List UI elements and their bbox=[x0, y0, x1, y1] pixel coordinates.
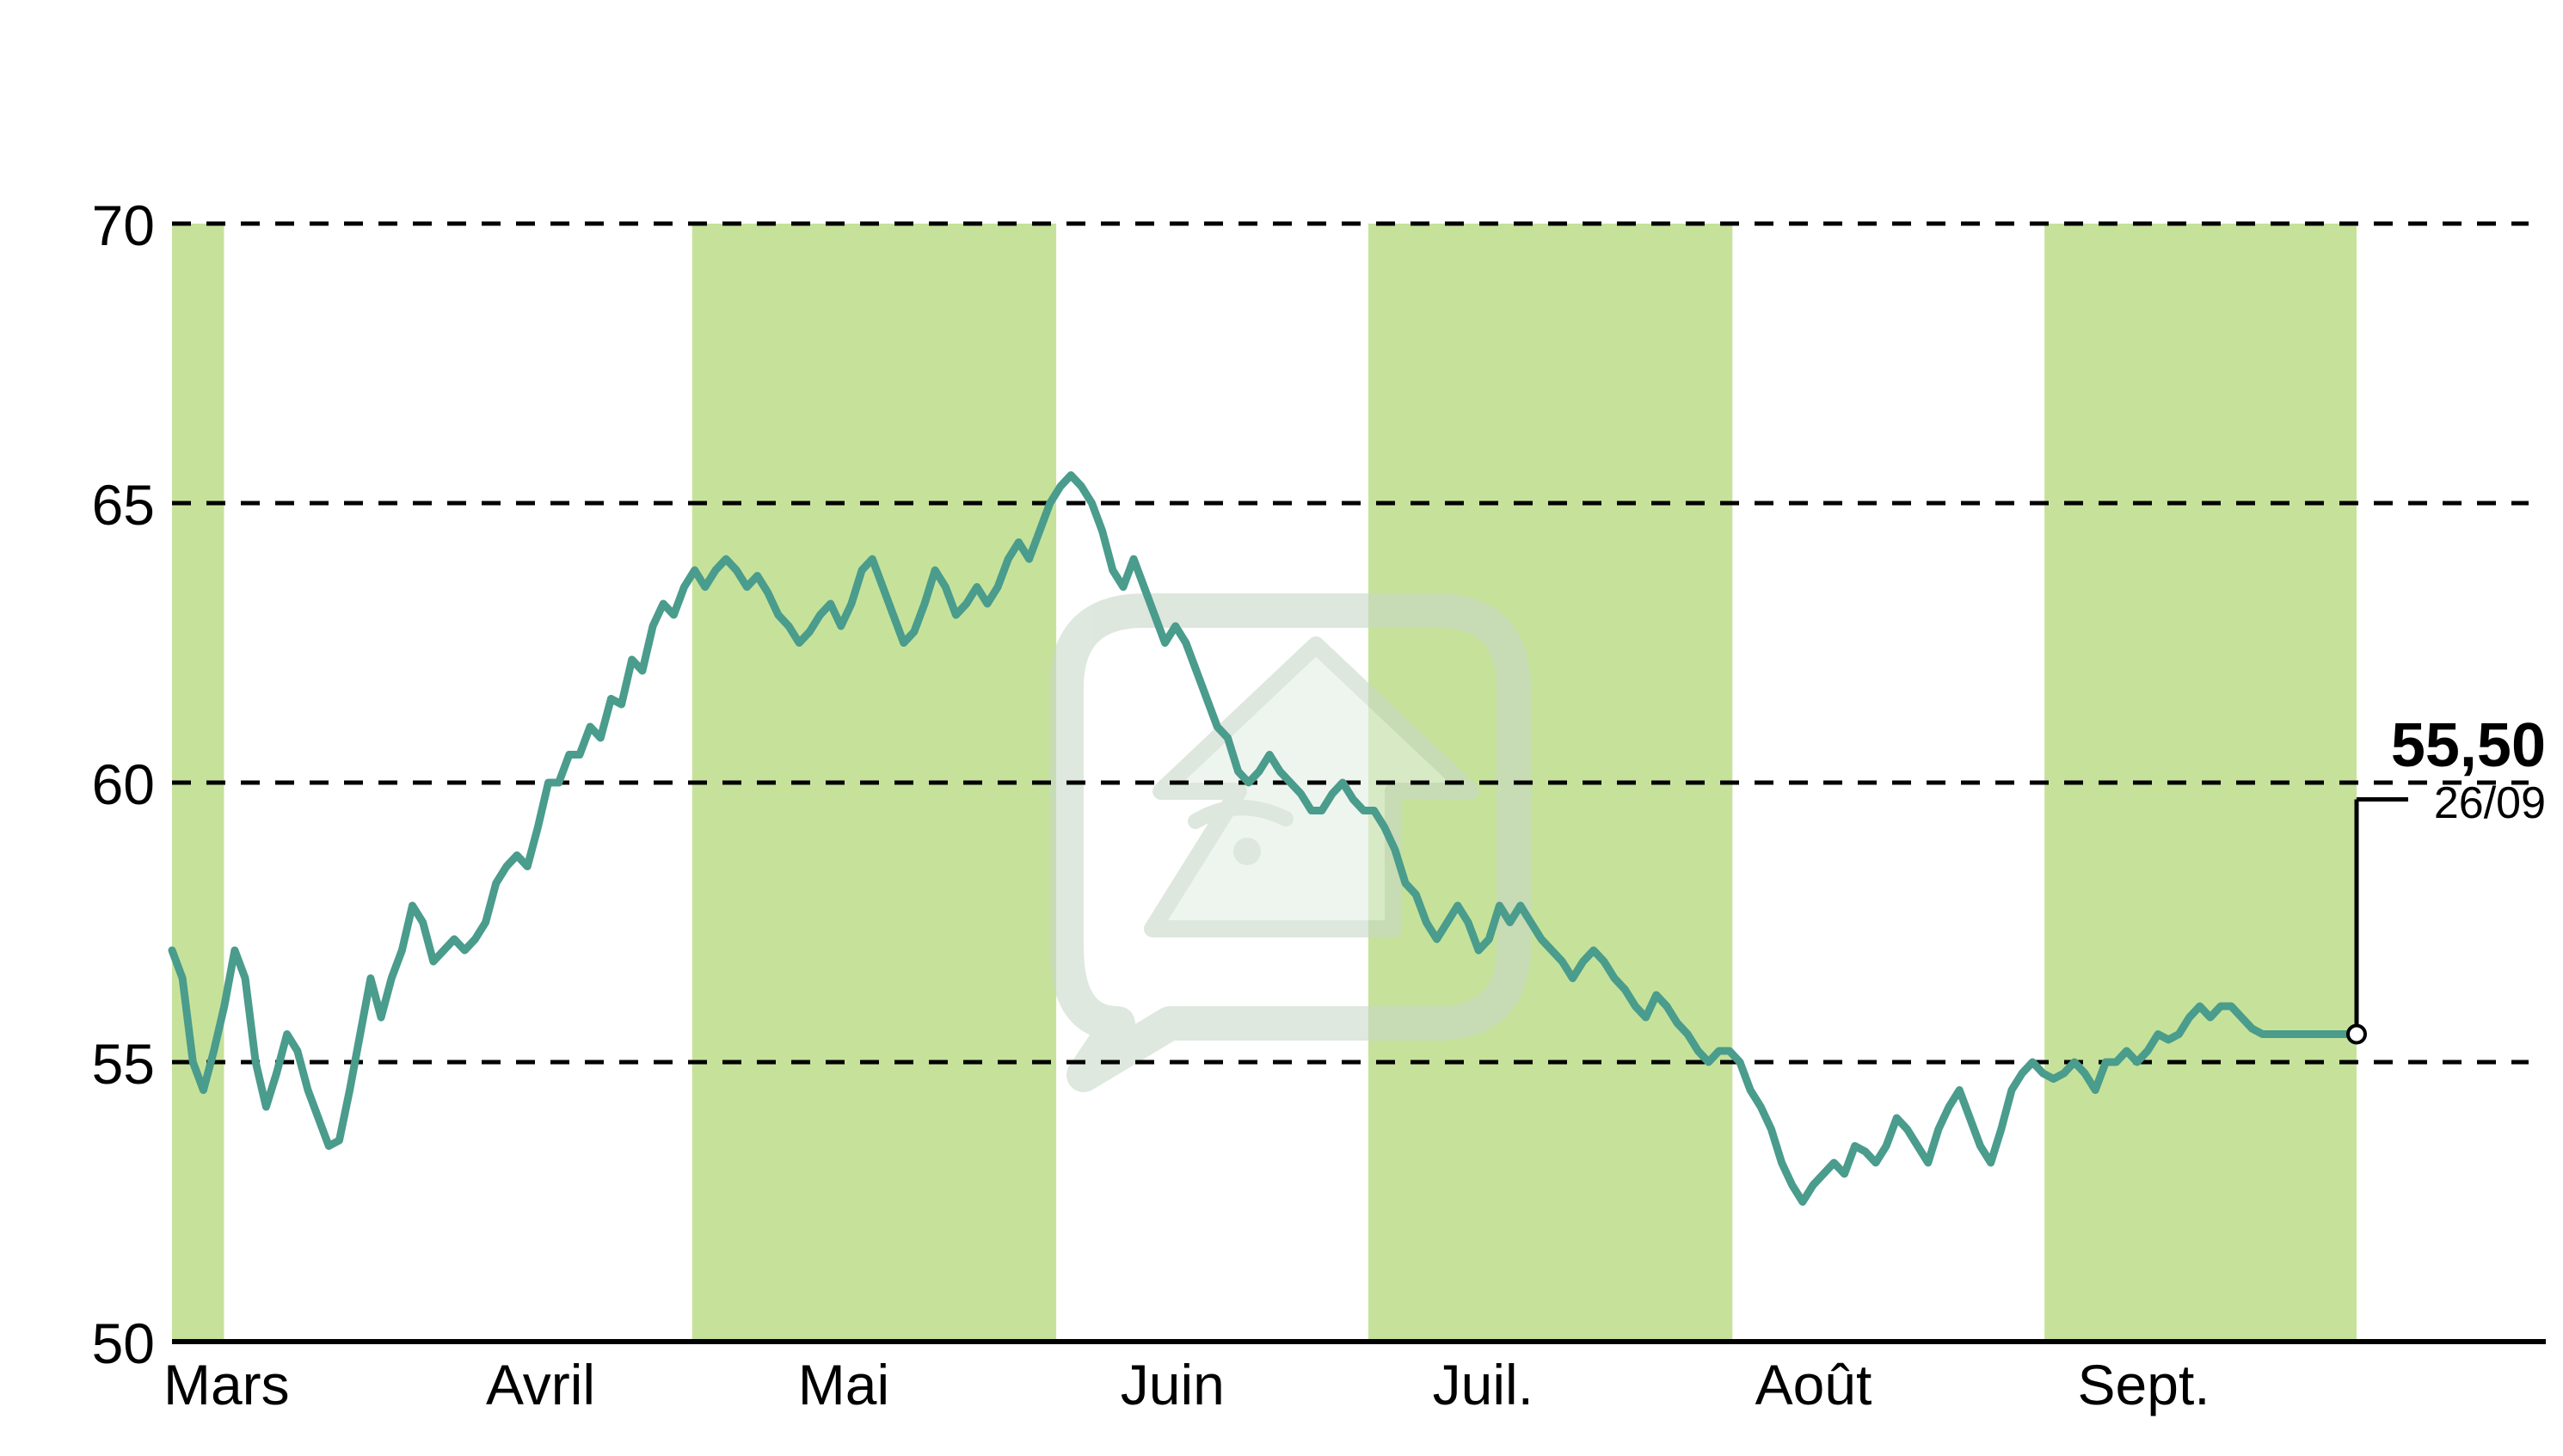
chart-container: CRCAM LOIRE HTE L. 5055606570 MarsAvrilM… bbox=[0, 0, 2563, 1456]
price-chart bbox=[0, 0, 2563, 1456]
y-tick-label: 70 bbox=[17, 193, 155, 258]
y-tick-label: 65 bbox=[17, 472, 155, 538]
last-date-label: 26/09 bbox=[2434, 777, 2546, 829]
x-tick-label: Juil. bbox=[1433, 1352, 1533, 1417]
y-tick-label: 55 bbox=[17, 1031, 155, 1097]
x-tick-label: Mars bbox=[163, 1352, 290, 1417]
last-value-label: 55,50 bbox=[2391, 710, 2546, 781]
x-tick-label: Avril bbox=[486, 1352, 595, 1417]
y-tick-label: 50 bbox=[17, 1311, 155, 1376]
x-tick-label: Sept. bbox=[2078, 1352, 2210, 1417]
x-tick-label: Août bbox=[1755, 1352, 1872, 1417]
x-tick-label: Mai bbox=[798, 1352, 889, 1417]
x-tick-label: Juin bbox=[1121, 1352, 1225, 1417]
y-tick-label: 60 bbox=[17, 752, 155, 817]
